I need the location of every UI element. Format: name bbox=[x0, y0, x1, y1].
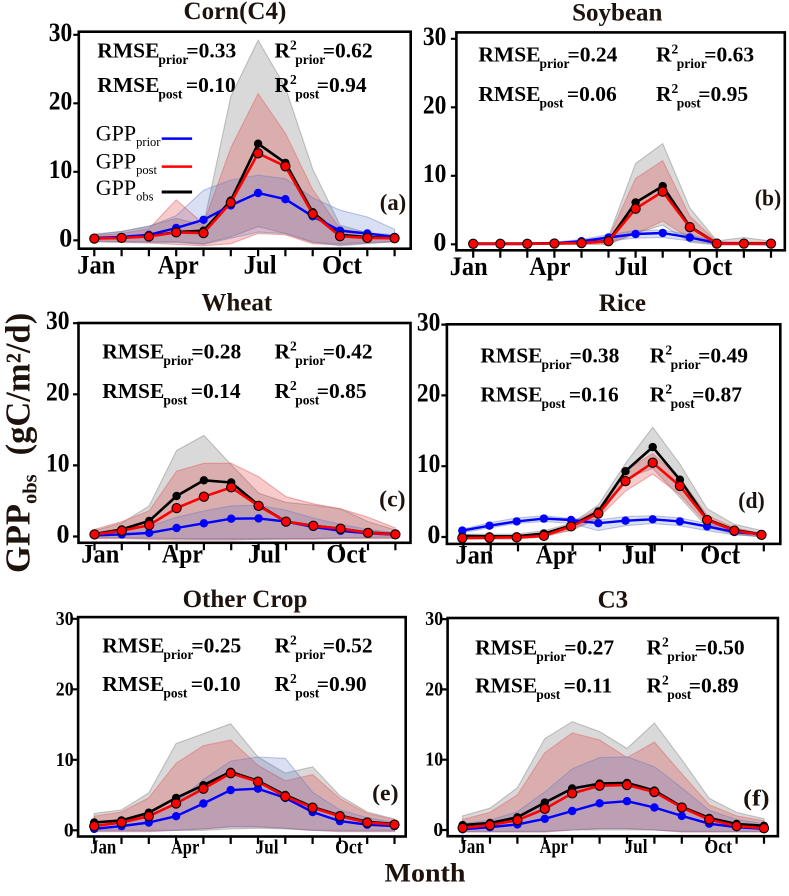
svg-text:Apr: Apr bbox=[529, 252, 570, 281]
svg-text:20: 20 bbox=[425, 679, 443, 700]
svg-text:0: 0 bbox=[427, 520, 440, 549]
svg-text:Jul: Jul bbox=[622, 540, 655, 569]
svg-text:(b): (b) bbox=[755, 186, 781, 211]
svg-text:30: 30 bbox=[46, 306, 70, 335]
svg-text:Jan: Jan bbox=[455, 540, 493, 569]
svg-text:30: 30 bbox=[417, 308, 441, 337]
svg-text:Oct: Oct bbox=[692, 252, 732, 281]
svg-text:Wheat: Wheat bbox=[201, 290, 273, 317]
svg-text:Jan: Jan bbox=[459, 837, 485, 858]
svg-text:Jul: Jul bbox=[256, 838, 280, 859]
svg-text:RMSEprior=0.24: RMSEprior=0.24 bbox=[478, 43, 617, 72]
svg-text:10: 10 bbox=[49, 155, 73, 184]
svg-text:0: 0 bbox=[433, 820, 443, 841]
svg-text:C3: C3 bbox=[598, 587, 629, 614]
svg-text:Apr: Apr bbox=[171, 838, 200, 859]
svg-text:Jul: Jul bbox=[615, 252, 648, 281]
svg-text:(d): (d) bbox=[738, 488, 764, 513]
svg-text:Jul: Jul bbox=[625, 837, 649, 858]
svg-text:30: 30 bbox=[423, 22, 447, 51]
svg-text:10: 10 bbox=[423, 159, 447, 188]
svg-text:20: 20 bbox=[46, 377, 70, 406]
svg-text:GPPobs(gC/m²/d): GPPobs(gC/m²/d) bbox=[0, 313, 41, 573]
svg-text:Jul: Jul bbox=[248, 539, 281, 568]
svg-text:Jan: Jan bbox=[77, 250, 115, 279]
svg-text:Month: Month bbox=[385, 858, 466, 888]
svg-text:Apr: Apr bbox=[162, 539, 203, 568]
svg-text:Oct: Oct bbox=[326, 539, 366, 568]
svg-text:20: 20 bbox=[49, 86, 73, 115]
svg-text:(a): (a) bbox=[380, 190, 406, 215]
svg-text:0: 0 bbox=[59, 223, 72, 252]
svg-text:Other Crop: Other Crop bbox=[183, 586, 308, 613]
svg-text:10: 10 bbox=[46, 448, 70, 477]
svg-text:20: 20 bbox=[417, 378, 441, 407]
svg-text:RMSEprior=0.25: RMSEprior=0.25 bbox=[102, 633, 241, 662]
svg-text:30: 30 bbox=[49, 18, 73, 47]
svg-text:Apr: Apr bbox=[540, 837, 569, 858]
svg-text:20: 20 bbox=[56, 679, 74, 700]
svg-text:Rice: Rice bbox=[599, 290, 646, 317]
svg-text:Oct: Oct bbox=[704, 837, 732, 858]
svg-text:10: 10 bbox=[425, 750, 443, 771]
svg-text:Jan: Jan bbox=[81, 539, 119, 568]
svg-text:30: 30 bbox=[56, 609, 74, 630]
svg-text:(c): (c) bbox=[379, 487, 405, 512]
svg-text:0: 0 bbox=[64, 820, 74, 841]
svg-text:10: 10 bbox=[417, 449, 441, 478]
svg-text:(e): (e) bbox=[372, 781, 398, 806]
svg-text:(f): (f) bbox=[743, 786, 769, 811]
svg-text:Oct: Oct bbox=[335, 838, 363, 859]
svg-text:10: 10 bbox=[56, 750, 74, 771]
svg-text:Oct: Oct bbox=[700, 540, 740, 569]
svg-text:0: 0 bbox=[433, 227, 446, 256]
svg-text:Soybean: Soybean bbox=[572, 0, 662, 26]
svg-text:0: 0 bbox=[57, 520, 70, 549]
svg-text:RMSEpost =0.14: RMSEpost =0.14 bbox=[102, 379, 241, 408]
svg-text:30: 30 bbox=[425, 609, 443, 630]
svg-text:Corn(C4): Corn(C4) bbox=[184, 0, 287, 25]
svg-text:20: 20 bbox=[423, 90, 447, 119]
svg-text:Apr: Apr bbox=[536, 540, 577, 569]
svg-text:Jan: Jan bbox=[450, 252, 488, 281]
svg-text:Oct: Oct bbox=[322, 250, 362, 279]
svg-text:Apr: Apr bbox=[158, 250, 199, 279]
svg-text:RMSEpost =0.06: RMSEpost =0.06 bbox=[478, 82, 617, 111]
svg-text:Jul: Jul bbox=[244, 250, 277, 279]
svg-text:Jan: Jan bbox=[90, 838, 116, 859]
